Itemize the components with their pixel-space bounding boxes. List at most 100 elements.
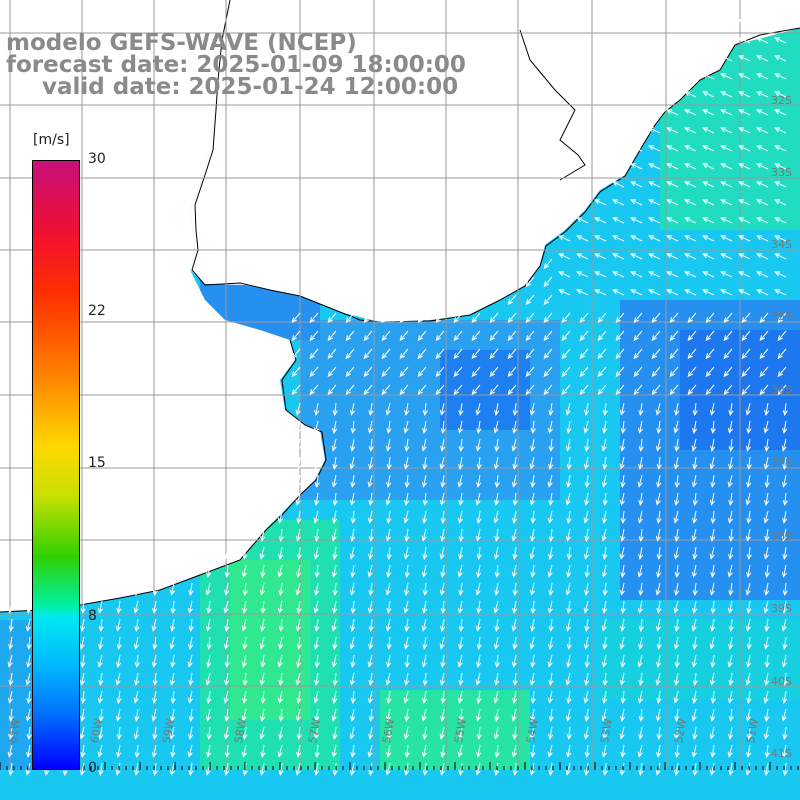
wind-arrow (367, 420, 373, 434)
wind-arrow (439, 402, 445, 416)
wind-arrow (277, 564, 283, 578)
wind-arrow (764, 474, 770, 489)
wind-arrow (656, 744, 662, 758)
wind-arrow (404, 582, 410, 596)
wind-arrow (476, 474, 482, 488)
wind-arrow (601, 528, 607, 542)
wind-arrow (630, 289, 643, 296)
title-valid-date: valid date: 2025-01-24 12:00:00 (42, 74, 459, 100)
wind-arrow (331, 708, 337, 722)
wind-arrow (278, 726, 284, 740)
wind-arrow (656, 690, 662, 705)
wind-arrow (152, 762, 158, 777)
wind-arrow (602, 582, 608, 597)
wind-arrow (475, 402, 481, 416)
wind-arrow (763, 690, 769, 704)
wind-arrow (404, 402, 410, 416)
wind-arrow (404, 438, 410, 453)
wind-arrow (278, 762, 284, 777)
wind-arrow (561, 366, 571, 378)
wind-arrow (188, 636, 194, 650)
wind-arrow (565, 708, 571, 722)
wind-arrow (399, 330, 409, 342)
wind-arrow (530, 744, 536, 759)
wind-arrow (666, 235, 679, 242)
wind-arrow (584, 564, 590, 579)
wind-arrow (638, 456, 644, 470)
wind-arrow (494, 528, 500, 543)
wind-arrow (705, 348, 715, 360)
wind-arrow (741, 384, 751, 396)
wind-arrow (296, 456, 302, 471)
wind-arrow (709, 762, 715, 776)
wind-arrow (458, 726, 464, 740)
wind-arrow (332, 672, 338, 687)
wind-arrow (702, 109, 715, 116)
wind-arrow (386, 744, 392, 758)
wind-arrow (476, 636, 482, 651)
wind-arrow (224, 564, 230, 579)
wind-arrow (440, 510, 446, 525)
wind-arrow (26, 654, 32, 668)
wind-arrow (417, 384, 427, 396)
wind-arrow (206, 636, 212, 651)
wind-arrow (782, 726, 788, 741)
wind-arrow (314, 744, 320, 759)
wind-arrow (296, 726, 302, 741)
wind-arrow (260, 564, 266, 579)
wind-arrow (224, 708, 230, 723)
wind-arrow (620, 618, 626, 632)
wind-arrow (602, 636, 608, 651)
wind-arrow (669, 312, 679, 324)
wind-arrow (728, 672, 734, 687)
wind-arrow (242, 546, 248, 561)
wind-arrow (169, 582, 175, 596)
wind-arrow (399, 366, 409, 378)
wind-arrow (756, 199, 769, 206)
wind-arrow (368, 726, 374, 740)
wind-arrow (637, 600, 643, 614)
wind-arrow (530, 618, 536, 632)
wind-arrow (98, 708, 104, 723)
wind-arrow (381, 330, 391, 342)
wind-arrow (602, 690, 608, 704)
wind-arrow (558, 181, 571, 188)
wind-arrow (666, 163, 679, 170)
wind-arrow (709, 402, 715, 416)
wind-arrow (684, 199, 697, 206)
wind-arrow (710, 420, 716, 435)
wind-arrow (612, 181, 625, 188)
wind-arrow (422, 726, 428, 741)
wind-arrow (350, 420, 356, 435)
wind-arrow (422, 546, 428, 561)
wind-arrow (709, 672, 715, 686)
wind-arrow (782, 672, 788, 687)
wind-arrow (404, 708, 410, 723)
wind-arrow (612, 145, 625, 152)
wind-arrow (638, 546, 644, 560)
wind-arrow (471, 384, 481, 396)
wind-arrow (511, 618, 517, 632)
wind-arrow (8, 636, 14, 650)
wind-arrow (728, 456, 734, 470)
wind-arrow (756, 73, 769, 80)
wind-arrow (666, 109, 679, 116)
wind-arrow (421, 618, 427, 632)
wind-arrow (489, 330, 499, 342)
wind-arrow (98, 726, 104, 740)
wind-arrow (656, 726, 662, 741)
wind-arrow (561, 312, 571, 324)
wind-arrow (705, 366, 715, 378)
wind-arrow (349, 492, 355, 506)
wind-arrow (8, 672, 14, 687)
wind-arrow (782, 600, 788, 614)
wind-arrow (530, 690, 536, 705)
wind-arrow (530, 474, 536, 489)
wind-arrow (458, 456, 464, 470)
wind-arrow (684, 181, 697, 188)
wind-arrow (655, 402, 661, 416)
wind-arrow (440, 474, 446, 489)
wind-arrow (314, 762, 320, 776)
wind-arrow (309, 384, 319, 396)
wind-arrow (98, 672, 104, 687)
